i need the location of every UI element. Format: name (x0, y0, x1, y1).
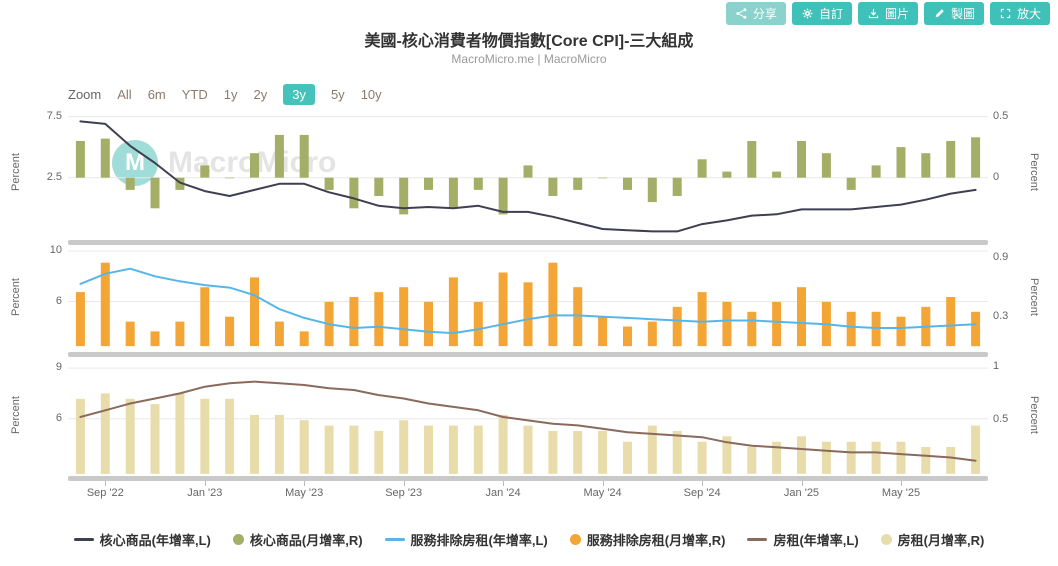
y-axis-title-left: Percent (10, 278, 22, 316)
zoom-option-6m[interactable]: 6m (147, 87, 166, 102)
gear-icon (801, 7, 814, 20)
y-axis-tick-label: 7.5 (46, 109, 62, 122)
x-axis-tick (403, 481, 405, 486)
zoom-option-10y[interactable]: 10y (360, 87, 382, 102)
legend-marker (880, 534, 892, 545)
download-icon (867, 7, 880, 20)
toolbar-button-pen[interactable]: 製圖 (923, 2, 984, 25)
y-axis-tick-label: 1 (993, 359, 1000, 372)
toolbar-button-download[interactable]: 圖片 (857, 2, 918, 25)
legend-label: 房租(月增率,R) (897, 533, 985, 548)
legend-label: 核心商品(月增率,R) (249, 533, 363, 548)
zoom-option-2y[interactable]: 2y (253, 87, 268, 102)
x-axis-label: Sep '22 (86, 487, 124, 499)
legend-marker (384, 538, 405, 541)
zoom-option-5y[interactable]: 5y (330, 87, 345, 102)
legend-label: 服務排除房租(月增率,R) (586, 533, 726, 548)
x-axis-tick (503, 481, 505, 486)
y-axis-title-right: Percent (1028, 278, 1040, 316)
legend-item-4[interactable]: 房租(年增率,L) (747, 530, 859, 549)
y-axis-tick-label: 6 (55, 411, 62, 424)
pen-icon (933, 7, 946, 20)
x-axis-tick (204, 481, 206, 486)
toolbar-button-label: 放大 (1016, 7, 1041, 21)
toolbar-button-label: 製圖 (950, 7, 975, 21)
bars-rent (75, 393, 981, 474)
zoom-option-1y[interactable]: 1y (223, 87, 238, 102)
toolbar-button-label: 分享 (752, 7, 777, 21)
x-axis-label: Sep '24 (683, 487, 721, 499)
y-axis-tick-label: 0.5 (993, 413, 1009, 426)
panel-services-ex-rent[interactable] (0, 246, 1058, 352)
panel-separator (68, 476, 988, 481)
toolbar-button-expand[interactable]: 放大 (989, 2, 1050, 25)
zoom-option-ytd[interactable]: YTD (181, 87, 208, 102)
chart-subtitle: MacroMicro.me | MacroMicro (451, 52, 607, 66)
line-core-goods (79, 120, 977, 233)
x-axis-label: May '23 (285, 487, 324, 499)
legend-label: 服務排除房租(年增率,L) (410, 533, 548, 548)
share-icon (735, 7, 748, 20)
x-axis-label: May '24 (583, 487, 622, 499)
line-rent (79, 380, 977, 462)
toolbar-button-label: 自訂 (818, 7, 843, 21)
y-axis-title-right: Percent (1028, 396, 1040, 434)
panel-separator (68, 352, 988, 357)
toolbar-button-label: 圖片 (884, 7, 909, 21)
y-axis-tick-label: 0 (993, 170, 1000, 183)
zoom-label: Zoom (68, 87, 102, 102)
x-axis-label: May '25 (881, 487, 921, 499)
legend-label: 核心商品(年增率,L) (99, 533, 211, 548)
zoom-option-3y[interactable]: 3y (283, 84, 315, 105)
legend-label: 房租(年增率,L) (773, 533, 859, 548)
legend-marker (747, 538, 768, 541)
zoom-option-all[interactable]: All (117, 87, 132, 102)
y-axis-tick-label: 10 (49, 244, 62, 257)
x-axis-tick (901, 481, 902, 486)
x-axis-tick (602, 481, 604, 486)
y-axis-tick-label: 0.5 (993, 109, 1009, 122)
y-axis-tick-label: 6 (55, 294, 62, 307)
panel-separator (68, 240, 988, 245)
x-axis-label: Jan '24 (485, 487, 521, 499)
y-axis-title-left: Percent (10, 396, 22, 434)
legend-marker (232, 534, 244, 545)
line-services-ex-rent (79, 267, 977, 335)
x-axis-label: Jan '25 (783, 487, 820, 499)
x-axis-tick (105, 481, 107, 486)
legend-item-0[interactable]: 核心商品(年增率,L) (73, 530, 211, 549)
x-axis-tick (702, 481, 704, 486)
y-axis-tick-label: 9 (55, 361, 62, 374)
toolbar-button-share[interactable]: 分享 (725, 2, 786, 25)
expand-icon (999, 7, 1012, 20)
y-axis-tick-label: 2.5 (46, 170, 62, 183)
x-axis-tick (801, 481, 803, 486)
y-axis-tick-label: 0.3 (993, 309, 1009, 322)
legend-marker (569, 534, 581, 545)
legend: 核心商品(年增率,L) 核心商品(月增率,R) 服務排除房租(年增率,L) 服務排除房… (0, 530, 1058, 549)
y-axis-tick-label: 0.9 (993, 250, 1009, 263)
range-selector: Zoom All 6m YTD 1y 2y 3y 5y 10y (68, 84, 382, 105)
legend-item-2[interactable]: 服務排除房租(年增率,L) (384, 530, 548, 549)
x-axis-label: Sep '23 (385, 487, 423, 499)
y-axis-title-left: Percent (10, 153, 22, 191)
chart-title: 美國-核心消費者物價指數[Core CPI]-三大組成 (364, 33, 694, 50)
legend-item-5[interactable]: 房租(月增率,R) (880, 530, 985, 549)
x-axis-tick (304, 481, 306, 486)
legend-marker (73, 538, 94, 541)
bars-services-ex-rent (75, 262, 981, 347)
y-axis-title-right: Percent (1028, 153, 1040, 191)
toolbar-button-gear[interactable]: 自訂 (791, 2, 852, 25)
panel-rent[interactable] (0, 358, 1058, 476)
bars-core-goods (75, 134, 981, 215)
x-axis-label: Jan '23 (187, 487, 223, 499)
panel-core-goods[interactable] (0, 108, 1058, 240)
legend-item-1[interactable]: 核心商品(月增率,R) (232, 530, 363, 549)
legend-item-3[interactable]: 服務排除房租(月增率,R) (569, 530, 726, 549)
toolbar: 分享 自訂 圖片 製圖 放大 (725, 2, 1050, 25)
